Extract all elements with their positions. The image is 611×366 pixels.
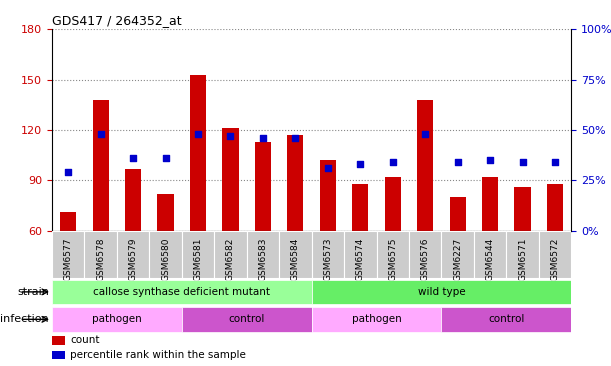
Text: GSM6580: GSM6580 xyxy=(161,238,170,281)
Bar xyxy=(312,280,571,304)
Point xyxy=(161,155,170,161)
Bar xyxy=(247,231,279,278)
Point xyxy=(290,135,300,141)
Point xyxy=(485,157,495,163)
Text: GSM6574: GSM6574 xyxy=(356,238,365,281)
Text: GSM6577: GSM6577 xyxy=(64,238,73,281)
Bar xyxy=(52,280,312,304)
Text: GSM6227: GSM6227 xyxy=(453,238,462,281)
Point xyxy=(323,165,333,171)
Point xyxy=(453,159,463,165)
Text: count: count xyxy=(70,335,100,346)
Text: GSM6579: GSM6579 xyxy=(128,238,137,281)
Bar xyxy=(190,75,206,231)
Bar xyxy=(125,168,141,231)
Text: GSM6544: GSM6544 xyxy=(486,238,495,281)
Text: GSM6583: GSM6583 xyxy=(258,238,268,281)
Bar xyxy=(279,231,312,278)
Bar xyxy=(255,142,271,231)
Point xyxy=(128,155,138,161)
Text: GSM6573: GSM6573 xyxy=(323,238,332,281)
Text: GSM6581: GSM6581 xyxy=(194,238,202,281)
Bar xyxy=(214,231,247,278)
Bar xyxy=(482,177,498,231)
Bar xyxy=(474,231,507,278)
Point xyxy=(388,159,398,165)
Point xyxy=(258,135,268,141)
Text: GSM6571: GSM6571 xyxy=(518,238,527,281)
Bar xyxy=(182,307,312,332)
Bar xyxy=(442,307,571,332)
Bar xyxy=(117,231,149,278)
Bar xyxy=(158,194,174,231)
Bar xyxy=(222,128,238,231)
Bar xyxy=(149,231,182,278)
Point xyxy=(225,133,235,139)
Text: callose synthase deficient mutant: callose synthase deficient mutant xyxy=(93,287,270,297)
Point xyxy=(518,159,527,165)
Bar xyxy=(52,231,84,278)
Bar xyxy=(84,231,117,278)
Text: wild type: wild type xyxy=(418,287,465,297)
Bar xyxy=(442,231,474,278)
Text: infection: infection xyxy=(0,314,49,324)
Text: GSM6575: GSM6575 xyxy=(388,238,397,281)
Bar xyxy=(376,231,409,278)
Bar xyxy=(312,307,442,332)
Text: percentile rank within the sample: percentile rank within the sample xyxy=(70,350,246,360)
Text: pathogen: pathogen xyxy=(92,314,142,324)
Bar xyxy=(507,231,539,278)
Text: GDS417 / 264352_at: GDS417 / 264352_at xyxy=(52,14,181,27)
Bar xyxy=(344,231,376,278)
Text: strain: strain xyxy=(17,287,49,297)
Bar xyxy=(320,160,336,231)
Bar xyxy=(52,307,182,332)
Bar xyxy=(312,231,344,278)
Bar xyxy=(352,184,368,231)
Text: GSM6572: GSM6572 xyxy=(551,238,560,281)
Text: GSM6576: GSM6576 xyxy=(421,238,430,281)
Bar xyxy=(547,184,563,231)
Bar xyxy=(60,212,76,231)
Point xyxy=(64,169,73,175)
Bar xyxy=(52,336,65,345)
Bar xyxy=(539,231,571,278)
Text: pathogen: pathogen xyxy=(352,314,401,324)
Text: control: control xyxy=(229,314,265,324)
Text: GSM6584: GSM6584 xyxy=(291,238,300,281)
Bar xyxy=(52,351,65,359)
Point xyxy=(356,161,365,167)
Text: GSM6582: GSM6582 xyxy=(226,238,235,281)
Text: GSM6578: GSM6578 xyxy=(96,238,105,281)
Bar xyxy=(385,177,401,231)
Bar xyxy=(450,197,466,231)
Bar xyxy=(287,135,304,231)
Bar xyxy=(417,100,433,231)
Bar xyxy=(182,231,214,278)
Bar xyxy=(92,100,109,231)
Bar xyxy=(409,231,442,278)
Point xyxy=(96,131,106,137)
Bar xyxy=(514,187,531,231)
Point xyxy=(420,131,430,137)
Text: control: control xyxy=(488,314,525,324)
Point xyxy=(193,131,203,137)
Point xyxy=(550,159,560,165)
